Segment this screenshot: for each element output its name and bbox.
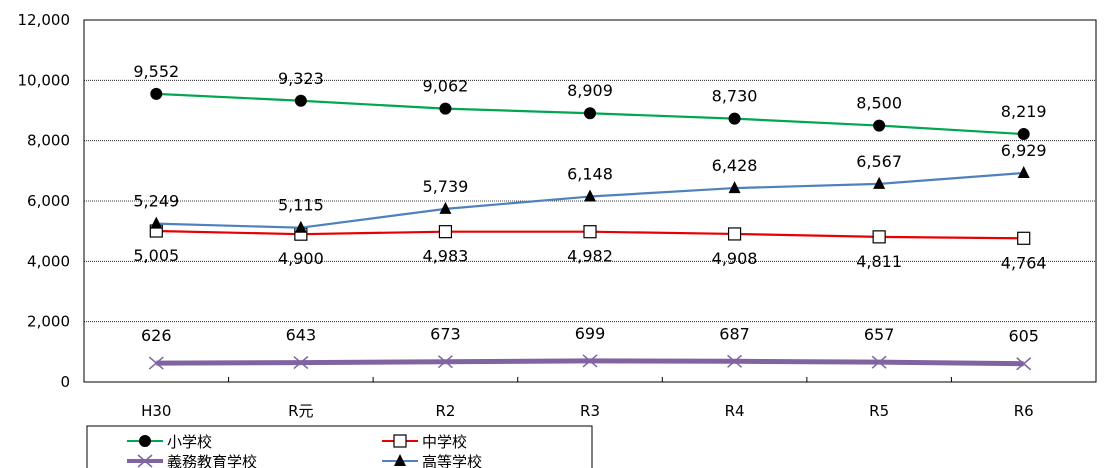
data-labels-layer: 9,552 9,323 9,062 8,909 8,730 8,500 8,219 5,005… <box>133 62 1046 346</box>
data-point <box>873 119 886 132</box>
data-label: 4,764 <box>1001 253 1047 272</box>
legend-marker <box>394 454 406 466</box>
data-point <box>439 102 452 115</box>
data-label: 6,428 <box>712 156 758 175</box>
data-label: 605 <box>1008 327 1039 346</box>
y-tick-label: 2,000 <box>27 313 70 331</box>
data-label: 9,323 <box>278 69 324 88</box>
data-point <box>582 354 598 368</box>
data-point <box>872 230 886 244</box>
data-point <box>584 189 596 202</box>
legend-label: 中学校 <box>422 433 467 451</box>
data-label: 8,500 <box>856 94 902 113</box>
data-point <box>294 94 307 107</box>
x-axis: H30 R元 R2 R3 R4 R5 R6 <box>141 377 1034 420</box>
data-point <box>1017 231 1031 245</box>
data-label: 4,811 <box>856 252 902 271</box>
data-label: 4,983 <box>423 247 469 266</box>
data-label: 5,115 <box>278 196 324 215</box>
y-tick-label: 4,000 <box>27 252 70 270</box>
legend-label: 義務教育学校 <box>167 453 257 468</box>
y-tick-label: 0 <box>60 373 70 391</box>
series-2 <box>148 354 1032 371</box>
data-point <box>439 201 452 214</box>
data-label: 8,909 <box>567 81 613 100</box>
data-point <box>727 227 742 241</box>
x-tick-label: R4 <box>725 402 745 420</box>
data-label: 8,219 <box>1001 102 1047 121</box>
x-tick-label: R5 <box>869 402 889 420</box>
data-label: 4,900 <box>278 249 324 268</box>
data-point <box>293 356 309 370</box>
legend-marker <box>139 435 151 447</box>
legend-box <box>86 425 593 468</box>
data-point <box>728 181 741 194</box>
legend-entry: 中学校 <box>382 433 467 451</box>
data-point <box>583 225 597 239</box>
data-label: 6,148 <box>567 165 613 184</box>
data-point <box>1016 357 1032 371</box>
data-point <box>150 87 163 100</box>
data-point <box>873 176 886 189</box>
data-label: 9,552 <box>133 62 179 81</box>
data-label: 8,730 <box>712 87 758 106</box>
data-label: 643 <box>286 326 317 345</box>
data-point <box>728 112 741 125</box>
x-tick-label: H30 <box>141 402 171 420</box>
data-point <box>148 356 164 370</box>
y-axis: 0 2,000 4,000 6,000 8,000 10,000 12,000 <box>18 11 71 391</box>
x-tick-label: R2 <box>435 402 455 420</box>
series-layer <box>148 87 1032 371</box>
x-tick-label: R3 <box>580 402 600 420</box>
data-point <box>437 355 453 369</box>
x-tick-label: R元 <box>288 402 313 420</box>
legend-marker <box>393 434 407 448</box>
data-point <box>1017 165 1030 178</box>
legend-entry: 高等学校 <box>382 453 482 468</box>
legend-label: 高等学校 <box>422 453 482 468</box>
legend-entry: 義務教育学校 <box>127 453 257 468</box>
data-label: 657 <box>864 325 895 344</box>
series-0 <box>150 87 1030 141</box>
y-tick-label: 12,000 <box>18 11 71 29</box>
data-label: 5,739 <box>423 177 469 196</box>
data-label: 6,929 <box>1001 141 1047 160</box>
data-point <box>584 107 596 120</box>
data-label: 9,062 <box>423 77 469 96</box>
data-label: 673 <box>430 325 461 344</box>
y-tick-label: 8,000 <box>27 132 70 150</box>
data-label: 699 <box>575 324 606 343</box>
data-label: 5,005 <box>133 246 179 265</box>
data-label: 687 <box>719 324 750 343</box>
legend-label: 小学校 <box>167 433 212 451</box>
data-point <box>727 354 743 368</box>
data-label: 5,249 <box>133 192 179 211</box>
data-point <box>1017 128 1030 141</box>
y-tick-label: 10,000 <box>18 71 71 89</box>
data-label: 626 <box>141 326 172 345</box>
data-point <box>294 220 307 233</box>
data-label: 4,908 <box>712 249 758 268</box>
data-point <box>871 355 887 369</box>
y-tick-label: 6,000 <box>27 192 70 210</box>
legend-marker <box>137 454 153 468</box>
x-tick-label: R6 <box>1014 402 1034 420</box>
data-point <box>438 225 453 239</box>
data-label: 4,982 <box>567 247 613 266</box>
legend-entry: 小学校 <box>127 433 212 451</box>
data-point <box>150 216 163 229</box>
series-3 <box>150 165 1030 233</box>
data-label: 6,567 <box>856 152 902 171</box>
